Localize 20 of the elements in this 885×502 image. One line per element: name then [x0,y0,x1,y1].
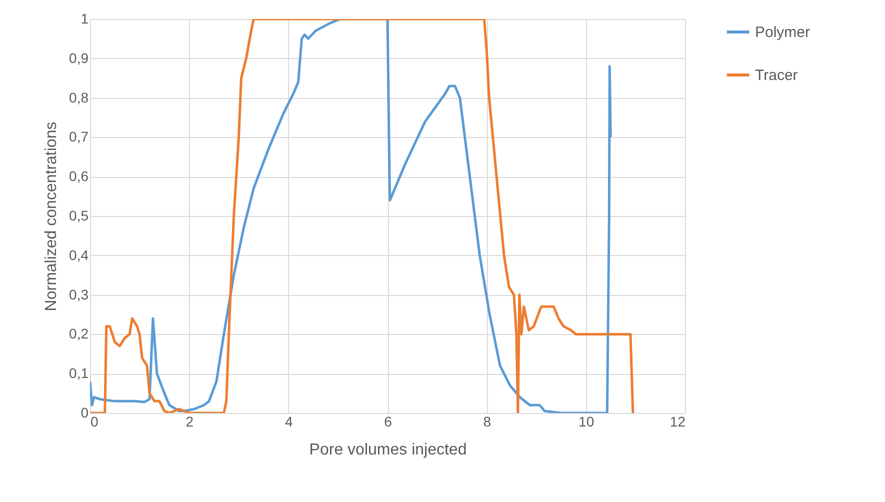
y-tick-label: 0,1 [69,365,89,382]
x-tick-label: 8 [483,414,492,430]
y-tick-label: 0,8 [69,89,89,106]
x-tick-label: 12 [670,414,686,430]
y-tick-label: 0,5 [69,208,89,224]
y-tick-label: 0,6 [69,168,89,184]
legend-label: Tracer [755,67,798,84]
y-tick-label: 0,4 [69,246,89,263]
x-tick-label: 2 [186,414,194,430]
x-axis-title: Pore volumes injected [309,442,467,458]
legend-label: Polymer [755,24,810,41]
y-tick-label: 0,2 [69,326,89,342]
y-tick-label: 0,7 [69,128,89,145]
y-axis-title: Normalized concentrations [43,122,60,312]
x-tick-label: 6 [384,414,392,430]
y-tick-label: 0,3 [69,286,89,302]
y-tick-label: 1 [80,10,89,26]
x-tick-label: 10 [578,414,594,430]
y-tick-label: 0,9 [69,50,89,66]
x-tick-label: 4 [284,414,293,430]
